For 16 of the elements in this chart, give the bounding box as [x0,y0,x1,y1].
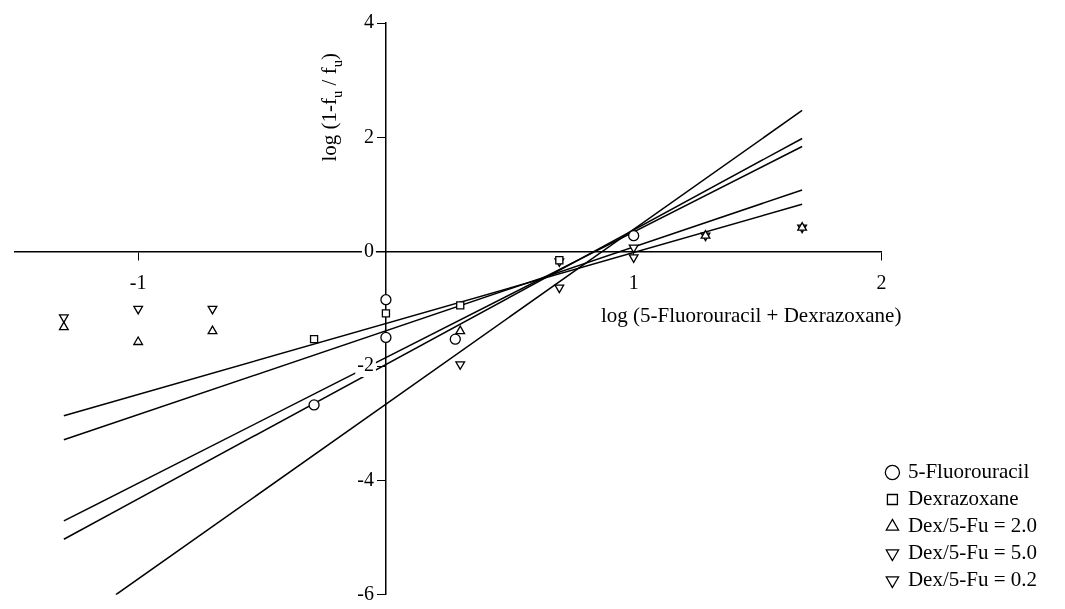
y-tick-label: 0 [363,238,374,261]
x-tick-label: 1 [628,270,639,293]
y-axis-title: log (1-fu / fu) [316,52,346,162]
legend-label: Dex/5-Fu = 2.0 [907,513,1038,538]
x-tick-label: -1 [129,270,147,293]
legend-label: 5-Fluorouracil [907,459,1030,484]
y-tick-label: 2 [363,124,374,147]
x-tick-label: 2 [876,270,887,293]
y-tick-label: 4 [363,10,374,33]
y-tick-label: -2 [357,353,374,376]
y-tick-label: -6 [357,581,374,604]
legend-label: Dex/5-Fu = 5.0 [907,540,1038,565]
legend-label: Dex/5-Fu = 0.2 [907,567,1038,592]
x-axis-title: log (5-Fluorouracil + Dexrazoxane) [600,302,902,327]
y-tick-label: -4 [357,467,374,490]
legend-label: Dexrazoxane [907,486,1019,511]
